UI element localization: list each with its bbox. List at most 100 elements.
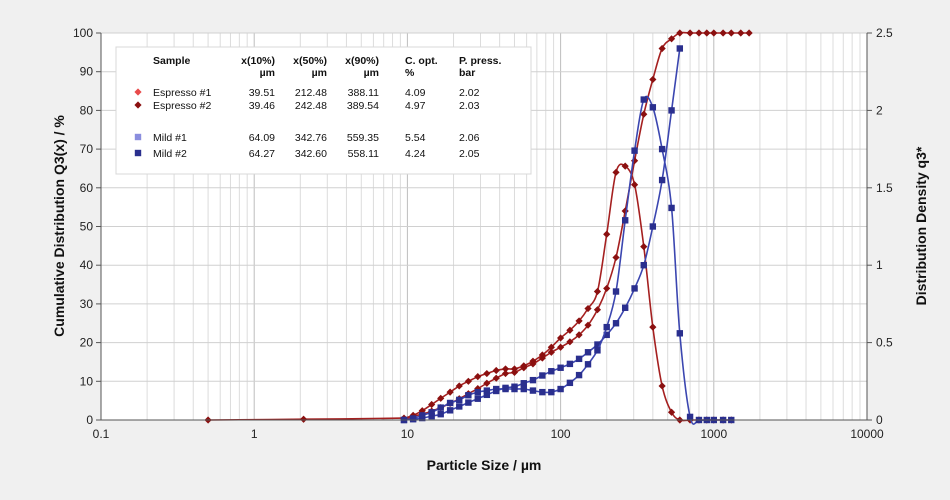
legend-header-cell: % <box>405 67 415 79</box>
legend-row-cell: 558.11 <box>348 148 379 160</box>
data-point <box>465 392 472 399</box>
data-point <box>548 368 555 375</box>
data-point <box>418 407 426 415</box>
data-point <box>492 366 500 375</box>
data-point <box>437 394 445 402</box>
data-point <box>566 360 574 368</box>
data-point <box>520 362 528 370</box>
data-point <box>538 351 546 359</box>
data-point <box>547 348 555 356</box>
data-point <box>456 403 463 410</box>
data-point <box>667 35 676 43</box>
legend-row-cell: 342.60 <box>295 148 327 160</box>
legend-header-cell: Sample <box>153 55 191 67</box>
data-point <box>474 395 481 402</box>
legend-header-cell: bar <box>459 67 475 79</box>
legend-header-cell: µm <box>364 67 379 79</box>
data-point <box>409 415 417 422</box>
data-point <box>456 396 463 404</box>
data-point <box>419 412 426 419</box>
data-point <box>465 399 472 406</box>
data-point <box>612 253 620 262</box>
data-point <box>649 223 657 230</box>
x-tick-label: 10000 <box>850 427 884 441</box>
data-point <box>299 415 308 423</box>
data-point <box>631 147 638 154</box>
data-point <box>667 408 676 416</box>
y-left-tick-label: 100 <box>73 26 93 40</box>
legend-header-cell: x(50%) <box>293 55 327 67</box>
data-point <box>575 317 583 325</box>
legend-row-cell: 5.54 <box>405 132 426 144</box>
legend-marker <box>134 101 142 109</box>
data-point <box>676 29 684 37</box>
data-point <box>668 204 675 212</box>
data-point <box>686 413 694 421</box>
data-point <box>649 104 657 111</box>
series-layer <box>204 29 753 425</box>
legend-row-cell: 64.27 <box>249 148 275 160</box>
data-point <box>584 349 592 356</box>
data-point <box>593 287 602 296</box>
legend-row-cell: 39.51 <box>249 87 275 99</box>
legend-row-cell: 2.05 <box>459 148 480 160</box>
data-point <box>621 162 629 170</box>
data-point <box>548 388 555 396</box>
data-point <box>510 365 519 373</box>
data-point <box>575 355 583 363</box>
data-point <box>621 304 629 311</box>
data-point <box>719 29 727 37</box>
y-left-tick-label: 10 <box>80 374 94 388</box>
data-point <box>557 385 564 393</box>
data-point <box>640 262 647 269</box>
data-point <box>737 29 745 37</box>
legend-row-name: Mild #2 <box>153 148 187 160</box>
data-point <box>501 369 510 378</box>
legend-row-name: Mild #1 <box>153 132 187 144</box>
legend-row-cell: 342.76 <box>295 132 327 144</box>
data-point <box>676 45 684 52</box>
data-point <box>474 388 481 396</box>
data-point <box>603 284 611 293</box>
data-point <box>594 347 601 354</box>
data-point <box>621 207 629 215</box>
legend-row-name: Espresso #1 <box>153 87 212 99</box>
data-point <box>483 387 491 394</box>
data-point <box>668 107 675 114</box>
x-tick-label: 0.1 <box>93 427 110 441</box>
data-point <box>584 304 592 313</box>
y-left-tick-label: 50 <box>80 220 94 234</box>
legend-marker <box>134 133 142 141</box>
y-right-tick-label: 0 <box>876 413 883 427</box>
data-point <box>520 380 527 387</box>
ticks: 0.1 1 10 100 1000 100000102030405060708090100… <box>73 26 893 441</box>
data-point <box>594 341 601 348</box>
data-point <box>640 96 647 103</box>
data-point <box>631 285 638 292</box>
y-left-tick-label: 60 <box>80 181 94 195</box>
data-point <box>557 343 565 351</box>
data-point <box>649 323 657 331</box>
data-point <box>612 168 620 176</box>
data-point <box>520 385 527 393</box>
data-point <box>502 385 509 393</box>
data-point <box>710 29 718 37</box>
legend-row-cell: 4.24 <box>405 148 426 160</box>
x-tick-label: 1000 <box>700 427 727 441</box>
data-point <box>584 361 592 368</box>
data-point <box>649 75 657 84</box>
data-point <box>612 320 620 327</box>
data-point <box>557 334 565 342</box>
legend-row-cell: 389.54 <box>347 100 379 112</box>
legend-row-cell: 242.48 <box>295 100 327 112</box>
y-left-tick-label: 90 <box>80 65 94 79</box>
x-tick-label: 1 <box>251 427 258 441</box>
data-point <box>703 29 711 37</box>
data-point <box>658 382 666 390</box>
data-point <box>483 369 491 378</box>
data-point <box>557 364 564 371</box>
data-point <box>658 145 666 153</box>
data-point <box>483 379 491 387</box>
y-left-tick-label: 20 <box>80 336 94 350</box>
